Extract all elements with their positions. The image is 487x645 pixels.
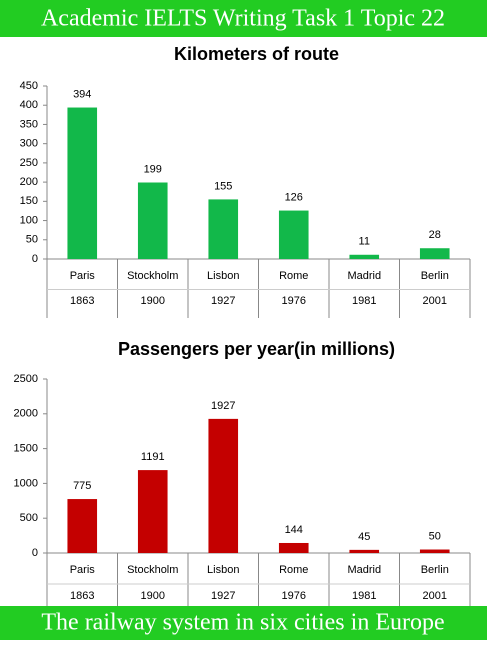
x-year-label: 1981 xyxy=(352,590,376,602)
bar xyxy=(208,199,239,259)
y-tick-label: 300 xyxy=(20,138,38,150)
value-label: 1191 xyxy=(141,451,165,463)
x-year-label: 1927 xyxy=(211,295,235,307)
x-tick-label: Rome xyxy=(279,270,308,282)
value-label: 155 xyxy=(214,180,232,192)
x-year-label: 1863 xyxy=(70,295,94,307)
value-label: 45 xyxy=(358,531,370,543)
value-label: 394 xyxy=(73,88,91,100)
y-tick-label: 250 xyxy=(20,157,38,169)
header-title: Academic IELTS Writing Task 1 Topic 22 xyxy=(41,6,445,32)
y-tick-label: 200 xyxy=(20,176,38,188)
chart-title: Kilometers of route xyxy=(174,44,339,64)
x-year-label: 1927 xyxy=(211,590,235,602)
value-label: 126 xyxy=(285,191,303,203)
chart-title: Passengers per year(in millions) xyxy=(118,339,395,359)
bar xyxy=(208,418,239,553)
bar xyxy=(349,254,380,259)
footer-title: The railway system in six cities in Euro… xyxy=(41,610,444,636)
header-banner xyxy=(0,0,487,37)
bar xyxy=(278,542,309,553)
y-tick-label: 50 xyxy=(26,234,38,246)
x-tick-label: Stockholm xyxy=(127,270,178,282)
footer-banner xyxy=(0,606,487,640)
value-label: 11 xyxy=(359,236,370,248)
y-tick-label: 2500 xyxy=(14,373,38,385)
bar xyxy=(67,499,98,553)
bar xyxy=(278,210,309,259)
value-label: 775 xyxy=(73,480,91,492)
y-tick-label: 350 xyxy=(20,118,38,130)
y-tick-label: 0 xyxy=(32,253,38,265)
x-year-label: 1976 xyxy=(282,590,306,602)
x-tick-label: Berlin xyxy=(421,564,449,576)
y-tick-label: 150 xyxy=(20,195,38,207)
x-tick-label: Berlin xyxy=(421,270,449,282)
x-tick-label: Paris xyxy=(70,564,96,576)
bar xyxy=(419,248,450,259)
x-year-label: 1981 xyxy=(352,295,376,307)
bar xyxy=(137,182,168,259)
x-year-label: 1900 xyxy=(141,590,165,602)
x-tick-label: Madrid xyxy=(347,270,381,282)
y-tick-label: 100 xyxy=(20,214,38,226)
bar xyxy=(137,470,168,553)
x-tick-label: Stockholm xyxy=(127,564,178,576)
bar xyxy=(349,549,380,553)
x-tick-label: Lisbon xyxy=(207,564,239,576)
x-year-label: 1900 xyxy=(141,295,165,307)
y-tick-label: 500 xyxy=(20,512,38,524)
value-label: 1927 xyxy=(211,400,235,412)
x-tick-label: Madrid xyxy=(347,564,381,576)
y-tick-label: 1000 xyxy=(14,477,38,489)
value-label: 28 xyxy=(429,229,441,241)
y-tick-label: 0 xyxy=(32,547,38,559)
x-year-label: 2001 xyxy=(423,590,447,602)
x-year-label: 2001 xyxy=(423,295,447,307)
x-year-label: 1976 xyxy=(282,295,306,307)
value-label: 50 xyxy=(429,530,441,542)
y-tick-label: 450 xyxy=(20,80,38,92)
value-label: 199 xyxy=(144,163,162,175)
y-tick-label: 1500 xyxy=(14,443,38,455)
bar xyxy=(419,549,450,553)
y-tick-label: 400 xyxy=(20,99,38,111)
x-tick-label: Paris xyxy=(70,270,96,282)
x-tick-label: Lisbon xyxy=(207,270,239,282)
value-label: 144 xyxy=(285,524,303,536)
y-tick-label: 2000 xyxy=(14,408,38,420)
x-tick-label: Rome xyxy=(279,564,308,576)
bar xyxy=(67,107,98,259)
x-year-label: 1863 xyxy=(70,590,94,602)
